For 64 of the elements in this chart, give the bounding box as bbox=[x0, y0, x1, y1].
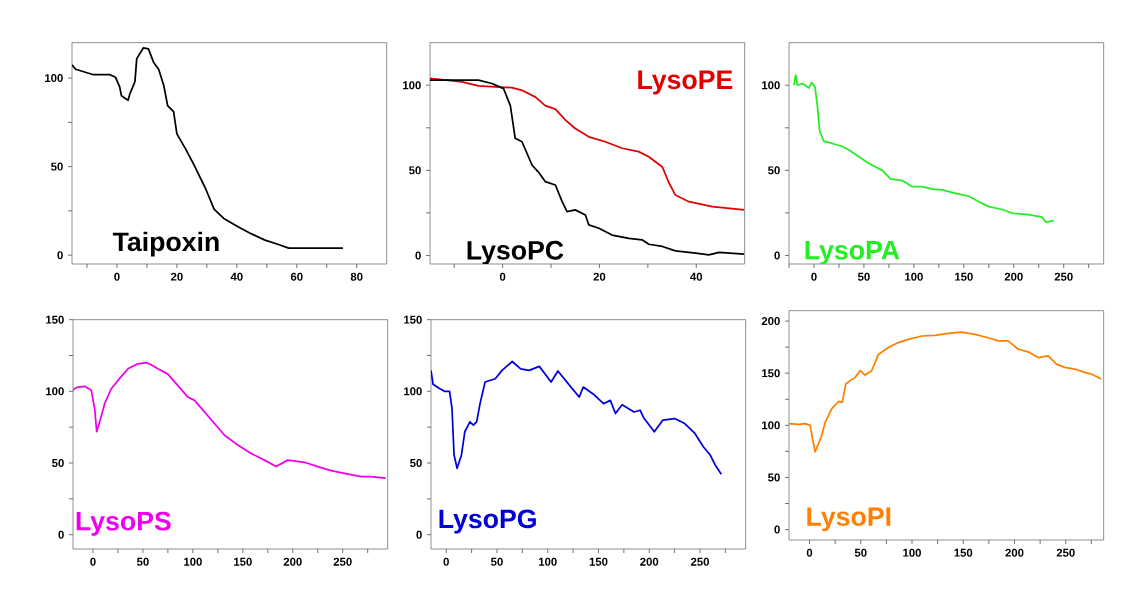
y-tick-label: 0 bbox=[57, 251, 63, 260]
x-tick-label: 250 bbox=[1056, 548, 1075, 557]
text: LysoPI bbox=[807, 507, 891, 532]
y-tick-label: 100 bbox=[403, 81, 421, 90]
x-tick-label: 200 bbox=[283, 557, 302, 566]
line-series bbox=[793, 74, 1055, 224]
x-tick-label: 250 bbox=[333, 557, 352, 566]
series-label: Taipoxin bbox=[112, 231, 219, 257]
x-tick-label: 0 bbox=[811, 272, 817, 281]
x-tick-label: 40 bbox=[690, 272, 703, 281]
x-tick-label: 100 bbox=[905, 272, 923, 281]
x-tick-label: 50 bbox=[854, 548, 867, 557]
x-tick-label: 0 bbox=[114, 272, 120, 281]
y-tick-label: 100 bbox=[762, 81, 780, 90]
y-tick-label: 0 bbox=[416, 530, 422, 539]
y-tick-label: 0 bbox=[774, 251, 780, 260]
y-tick-label: 100 bbox=[45, 74, 63, 83]
line-series bbox=[431, 360, 723, 476]
x-tick-label: 40 bbox=[230, 272, 243, 281]
y-tick-label: 150 bbox=[404, 315, 422, 324]
x-tick-label: 0 bbox=[443, 557, 449, 566]
x-tick-label: 20 bbox=[170, 272, 183, 281]
series-label: LysoPC bbox=[467, 240, 564, 266]
y-tick-label: 0 bbox=[774, 525, 780, 534]
x-tick-label: 150 bbox=[954, 548, 973, 557]
x-tick-label: 100 bbox=[184, 557, 202, 566]
x-tick-label: 200 bbox=[640, 557, 659, 566]
x-tick-label: 150 bbox=[589, 557, 608, 566]
x-tick-label: 100 bbox=[903, 548, 921, 557]
line-series bbox=[789, 331, 1103, 453]
x-tick-label: 0 bbox=[499, 272, 506, 281]
y-tick-label: 150 bbox=[762, 369, 780, 378]
text: LysoPA bbox=[805, 241, 900, 265]
y-tick-label: 100 bbox=[46, 387, 64, 396]
y-tick-label: 50 bbox=[52, 459, 64, 468]
x-tick-label: 200 bbox=[1005, 548, 1024, 557]
x-tick-label: 250 bbox=[690, 557, 709, 566]
x-tick-label: 60 bbox=[290, 272, 303, 281]
y-tick-label: 100 bbox=[762, 421, 780, 430]
x-tick-label: 50 bbox=[136, 557, 149, 566]
y-tick-label: 200 bbox=[761, 317, 780, 326]
x-tick-label: 200 bbox=[1004, 272, 1023, 281]
series-label: LysoPG bbox=[439, 509, 536, 534]
x-tick-label: 150 bbox=[234, 557, 252, 566]
y-tick-label: 50 bbox=[768, 166, 780, 175]
y-tick-label: 0 bbox=[415, 251, 421, 260]
text: LysoPS bbox=[76, 511, 171, 536]
x-tick-label: 20 bbox=[593, 272, 606, 281]
y-tick-label: 50 bbox=[410, 459, 422, 468]
y-tick-label: 50 bbox=[768, 473, 780, 482]
x-tick-label: 250 bbox=[1054, 272, 1073, 281]
y-tick-label: 100 bbox=[404, 387, 422, 396]
y-tick-label: 0 bbox=[58, 530, 64, 539]
x-tick-label: 100 bbox=[538, 557, 557, 566]
x-tick-label: 50 bbox=[857, 272, 870, 281]
text: LysoPE bbox=[638, 70, 733, 95]
x-tick-label: 50 bbox=[491, 557, 503, 566]
x-tick-label: 0 bbox=[90, 557, 96, 566]
y-tick-label: 50 bbox=[409, 166, 421, 175]
x-tick-label: 80 bbox=[350, 272, 363, 281]
y-tick-label: 150 bbox=[46, 315, 64, 324]
y-tick-label: 50 bbox=[51, 162, 63, 171]
x-tick-label: 0 bbox=[806, 548, 813, 557]
x-tick-label: 150 bbox=[955, 272, 973, 281]
